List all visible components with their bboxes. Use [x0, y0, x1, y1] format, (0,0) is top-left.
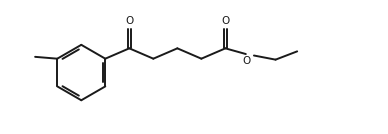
- Text: O: O: [221, 16, 230, 26]
- Text: O: O: [242, 55, 251, 66]
- Text: O: O: [125, 16, 133, 26]
